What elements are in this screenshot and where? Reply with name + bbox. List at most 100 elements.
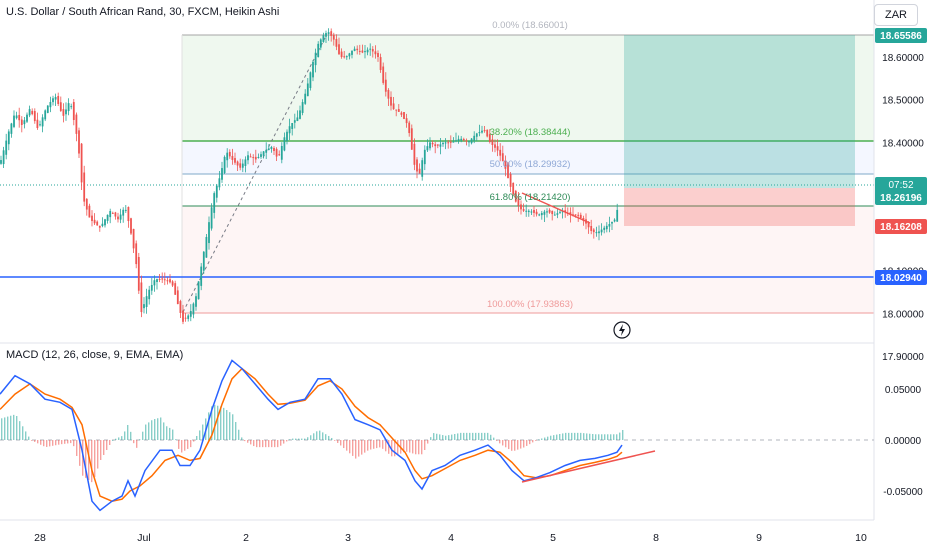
candle-body (408, 122, 411, 134)
macd-hist-bar (358, 440, 360, 457)
candle-body (475, 133, 478, 137)
macd-hist-bar (262, 440, 264, 448)
macd-hist-bar (373, 440, 375, 449)
macd-hist-bar (307, 437, 309, 440)
macd-hist-bar (64, 440, 66, 444)
candle-body (460, 138, 463, 141)
candle-body (332, 34, 335, 40)
macd-hist-bar (109, 440, 111, 445)
candle-body (392, 103, 395, 110)
macd-hist-bar (451, 434, 453, 440)
candle-body (106, 214, 109, 221)
macd-hist-bar (4, 417, 6, 440)
macd-hist-bar (328, 435, 330, 440)
macd-hist-bar (286, 440, 288, 442)
price-trendline[interactable] (521, 192, 591, 224)
macd-hist-bar (223, 407, 225, 440)
macd-hist-bar (610, 434, 612, 440)
candle-body (382, 66, 385, 83)
candle-body (254, 156, 257, 160)
candle-body (189, 311, 192, 317)
macd-hist-bar (178, 440, 180, 449)
candle-body (291, 122, 294, 129)
candle-body (67, 103, 70, 112)
macd-hist-bar (529, 440, 531, 445)
macd-hist-bar (301, 438, 303, 440)
time-tick-label: 8 (653, 532, 659, 544)
macd-hist-bar (514, 440, 516, 451)
macd-hist-bar (319, 430, 321, 440)
time-tick-label: 4 (448, 532, 454, 544)
macd-hist-bar (160, 417, 162, 440)
macd-axis[interactable]: 0.05000 0.00000 -0.05000 (883, 385, 923, 498)
macd-hist-bar (193, 440, 195, 442)
macd-hist-bar (523, 440, 525, 448)
candle-body (340, 51, 343, 57)
candle-body (46, 105, 49, 113)
macd-hist-bar (256, 440, 258, 448)
macd-hist-bar (346, 440, 348, 451)
candle-body (481, 130, 483, 133)
macd-hist-bar (124, 431, 126, 440)
macd-hist-bar (184, 440, 186, 451)
macd-hist-bar (7, 416, 9, 440)
macd-hist-bar (13, 414, 15, 440)
candle-body (117, 216, 119, 220)
candle-body (260, 154, 262, 157)
candle-body (156, 279, 158, 283)
macd-hist-bar (112, 440, 114, 441)
candle-body (421, 160, 424, 177)
long-position-profit-zone[interactable] (624, 35, 855, 188)
macd-hist-bar (1, 418, 3, 440)
candle-body (452, 141, 455, 143)
candle-body (202, 251, 205, 271)
macd-hist-bar (616, 434, 618, 440)
candle-body (101, 223, 104, 227)
long-position-loss-zone[interactable] (624, 188, 855, 226)
candle-body (18, 114, 21, 121)
price-axis[interactable]: 18.6000018.5000018.4000018.3000018.20000… (882, 53, 924, 363)
macd-hist-bar (454, 434, 456, 440)
candle-body (496, 146, 499, 151)
macd-hist-bar (163, 422, 165, 440)
candle-body (13, 115, 15, 127)
macd-trendline[interactable] (521, 450, 656, 483)
candle-body (527, 210, 530, 213)
candle-body (75, 114, 78, 134)
macd-hist-bar (136, 440, 138, 448)
fib-label-382: 38.20% (18.38444) (490, 127, 571, 138)
time-axis[interactable]: 28 Jul 2 3 4 5 8 9 10 (34, 532, 867, 544)
candle-body (551, 211, 554, 215)
candle-body (616, 209, 619, 222)
candle-body (20, 119, 23, 125)
svg-text:18.16208: 18.16208 (880, 222, 922, 233)
candle-body (309, 72, 312, 88)
macd-hist-bar (388, 440, 390, 454)
candle-body (533, 210, 535, 213)
candle-body (462, 138, 465, 141)
macd-hist-bar (73, 440, 75, 447)
candle-body (184, 317, 187, 319)
macd-hist-bar (391, 440, 393, 457)
candle-body (520, 204, 522, 210)
candle-body (486, 129, 489, 137)
macd-hist-bar (235, 422, 237, 440)
candle-body (468, 141, 470, 143)
macd-hist-bar (508, 440, 510, 450)
macd-hist-bar (433, 433, 435, 440)
candle-body (169, 279, 171, 283)
flash-icon[interactable] (613, 321, 631, 339)
macd-hist-bar (460, 432, 462, 440)
macd-hist-bar (565, 432, 567, 440)
macd-hist-bar (499, 440, 501, 444)
currency-selector[interactable]: ZAR (874, 4, 918, 26)
macd-hist-bar (37, 440, 39, 444)
tp-price-badge: 18.65586 (875, 28, 927, 43)
candle-body (429, 142, 431, 149)
candle-body (522, 209, 525, 211)
candle-body (171, 281, 174, 286)
macd-hist-bar (28, 436, 30, 440)
macd-hist-bar (445, 435, 447, 440)
candle-body (278, 154, 281, 156)
